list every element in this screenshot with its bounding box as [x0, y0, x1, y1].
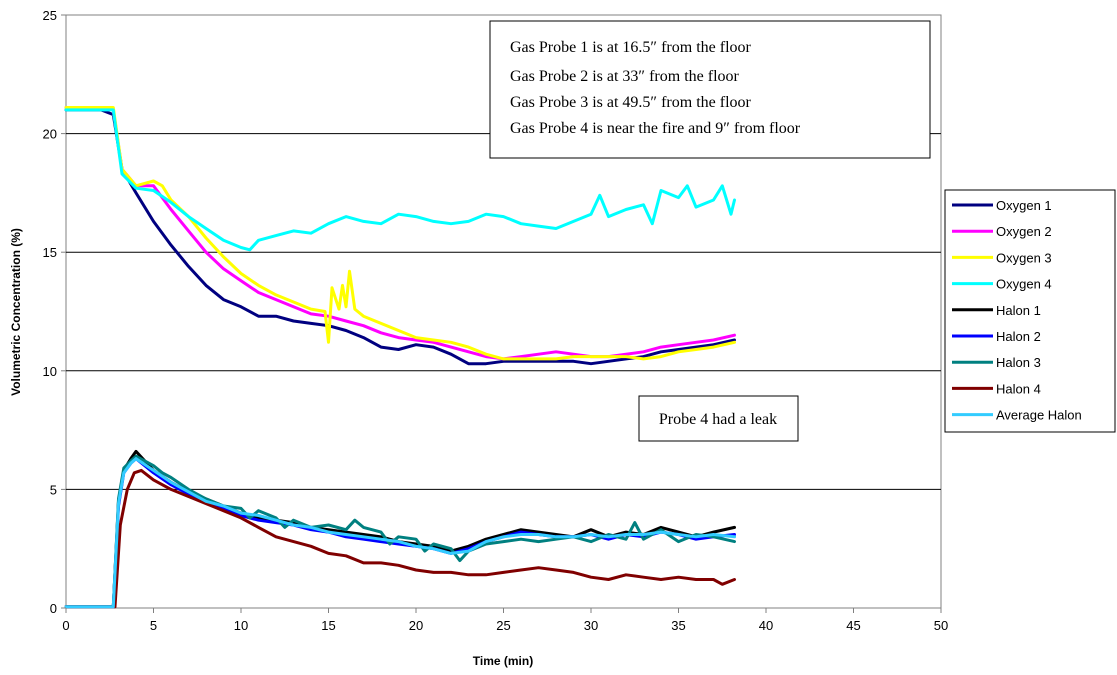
- legend-label-oxygen-1: Oxygen 1: [996, 198, 1052, 213]
- x-tick-label: 20: [409, 618, 423, 633]
- series-line-oxygen-4: [64, 108, 736, 252]
- axes: 0 5 10 15 20 25 0 5 10 15 20 25 30 35 40 45 50: [43, 8, 949, 633]
- y-tick-label: 10: [43, 364, 57, 379]
- y-tick-label: 0: [50, 601, 57, 616]
- probe-note-line-4: Gas Probe 4 is near the fire and 9″ from…: [510, 120, 801, 137]
- legend-label-oxygen-4: Oxygen 4: [996, 277, 1052, 292]
- x-tick-label: 10: [234, 618, 248, 633]
- leak-note-text: Probe 4 had a leak: [659, 411, 777, 428]
- leak-note-box: [638, 395, 799, 442]
- legend-label-halon-4: Halon 4: [996, 381, 1041, 396]
- x-axis-title: Time (min): [473, 654, 533, 668]
- x-tick-label: 15: [321, 618, 335, 633]
- probe-note-line-3: Gas Probe 3 is at 49.5″ from the floor: [510, 94, 752, 111]
- legend-label-oxygen-3: Oxygen 3: [996, 250, 1052, 265]
- series-line-halon-4: [64, 468, 736, 609]
- legend-label-halon-2: Halon 2: [996, 329, 1041, 344]
- x-tick-label: 40: [759, 618, 773, 633]
- x-tick-label: 45: [846, 618, 860, 633]
- probe-note-line-1: Gas Probe 1 is at 16.5″ from the floor: [510, 39, 752, 56]
- leak-note: Probe 4 had a leak: [638, 395, 799, 442]
- x-tick-label: 0: [62, 618, 69, 633]
- series-line-average-halon: [64, 457, 736, 609]
- legend-label-oxygen-2: Oxygen 2: [996, 224, 1052, 239]
- legend-label-halon-1: Halon 1: [996, 303, 1041, 318]
- legend-label-average-halon: Average Halon: [996, 408, 1082, 423]
- legend-label-halon-3: Halon 3: [996, 355, 1041, 370]
- y-tick-label: 15: [43, 245, 57, 260]
- probe-location-note: Gas Probe 1 is at 16.5″ from the floor G…: [489, 20, 931, 159]
- x-tick-label: 5: [150, 618, 157, 633]
- series-layer: [64, 106, 736, 609]
- y-tick-label: 20: [43, 127, 57, 142]
- x-tick-label: 50: [934, 618, 948, 633]
- probe-note-line-2: Gas Probe 2 is at 33″ from the floor: [510, 68, 740, 85]
- x-tick-label: 25: [496, 618, 510, 633]
- probe-location-note-box: [489, 20, 931, 159]
- x-tick-label: 30: [584, 618, 598, 633]
- x-tick-label: 35: [671, 618, 685, 633]
- series-line-oxygen-2: [64, 106, 736, 361]
- y-axis-title: Volumetric Concentration (%): [9, 228, 23, 396]
- y-tick-label: 5: [50, 482, 57, 497]
- y-tick-label: 25: [43, 8, 57, 23]
- series-line-oxygen-1: [64, 108, 736, 366]
- legend: Oxygen 1 Oxygen 2 Oxygen 3 Oxygen 4 Halon 1 H…: [944, 189, 1116, 433]
